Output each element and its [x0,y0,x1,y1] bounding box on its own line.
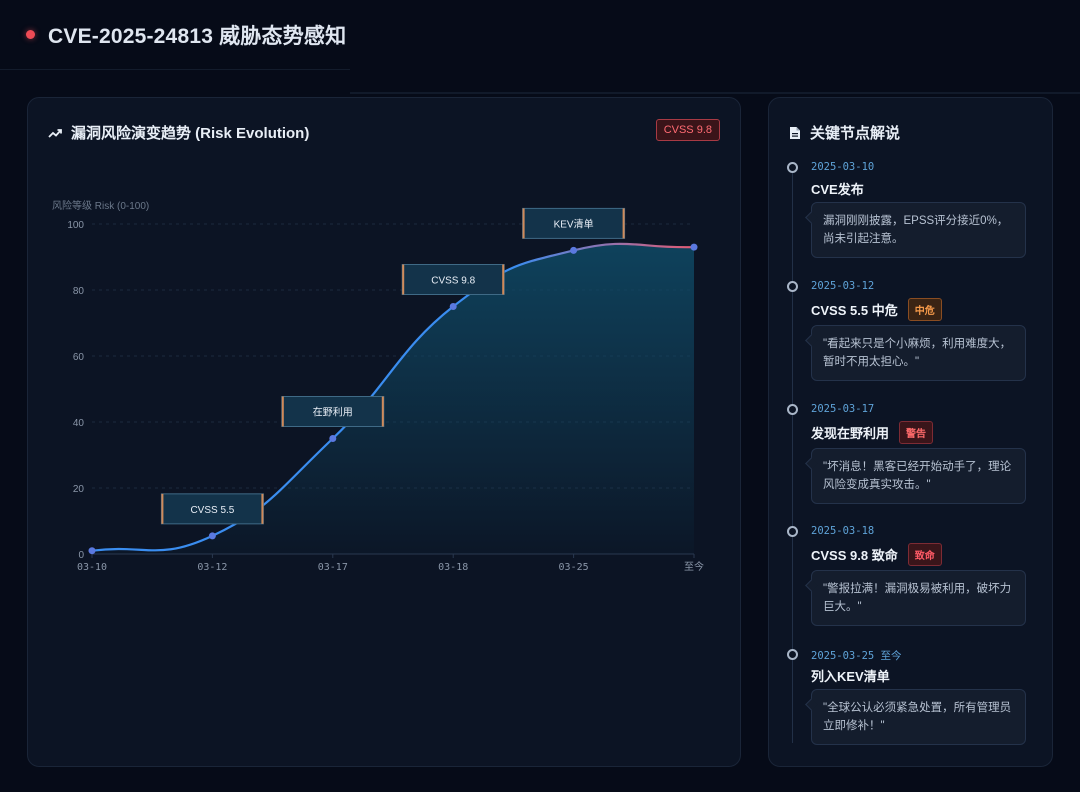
y-tick-label: 100 [67,220,84,231]
timeline-dot-icon [787,526,798,537]
x-tick-label: 03-12 [197,562,227,573]
timeline-title-text: CVE发布 [811,182,864,197]
severity-badge: 致命 [907,543,942,566]
y-tick-label: 60 [73,352,85,363]
annotation-accent-left [161,493,164,524]
annotation-accent-left [522,208,525,239]
annotation-accent-left [281,396,284,427]
page-header: CVE-2025-24813 威胁态势感知 [0,0,350,70]
x-tick-label: 03-18 [438,562,468,573]
annotation-label: CVSS 9.8 [431,276,475,287]
document-icon [790,126,800,139]
data-point [690,243,698,251]
y-tick-label: 0 [78,550,84,561]
chart-annotation: CVSS 5.5 [160,493,264,525]
timeline-title: 列入KEV清单 [811,666,890,685]
x-tick-label: 至今 [684,560,704,573]
timeline-quote: "全球公认必须紧急处置，所有管理员立即修补！" [811,689,1026,745]
timeline-title-text: 发现在野利用 [811,426,890,441]
x-tick-label: 03-17 [318,562,348,573]
page-title: CVE-2025-24813 威胁态势感知 [48,24,347,48]
x-tick-label: 03-25 [559,562,589,573]
timeline-dot-icon [787,404,798,415]
data-point [449,303,457,310]
annotation-accent-right [261,493,264,524]
data-point [208,532,216,540]
timeline-panel: 关键节点解说 2025-03-10 CVE发布漏洞刚刚披露，EPSS评分接近0%，… [768,97,1053,767]
timeline-panel-title: 关键节点解说 [789,122,900,143]
severity-badge: 中危 [907,298,942,321]
timeline-date: 2025-03-10 [811,161,875,173]
timeline-title: CVSS 9.8 致命 致命 [811,543,942,566]
timeline-date: 2025-03-12 [811,280,875,292]
annotation-box [522,207,626,239]
cvss-badge: CVSS 9.8 [655,119,720,141]
data-point [329,435,337,442]
trending-up-icon [48,128,62,138]
severity-badge: 警告 [899,421,934,444]
y-tick-label: 20 [73,484,85,495]
annotation-accent-right [381,396,384,427]
y-tick-label: 40 [73,418,85,429]
annotation-box [281,396,385,427]
risk-line-chart: 0 20 40 60 80 100 风险等级 Risk (0-100) 03-10 03-12 0… [52,199,704,573]
chart-annotation: 在野利用 [281,396,385,427]
risk-line [91,242,695,552]
y-tick-label: 80 [73,286,85,297]
annotation-label: CVSS 5.5 [190,505,234,516]
chart-annotation: CVSS 9.8 [401,264,505,295]
timeline-title-text: 关键节点解说 [810,125,901,142]
annotation-accent-right [622,208,625,239]
timeline-dot-icon [787,162,798,173]
risk-chart-panel: 0 20 40 60 80 100 风险等级 Risk (0-100) 03-10 03-12 0… [27,97,741,767]
timeline-quote: 漏洞刚刚披露，EPSS评分接近0%，尚未引起注意。 [811,202,1026,258]
timeline-quote: "警报拉满！漏洞极易被利用，破坏力巨大。" [811,570,1026,626]
y-axis-label: 风险等级 Risk (0-100) [52,199,149,212]
timeline-line [792,173,793,743]
timeline-quote: "坏消息！黑客已经开始动手了，理论风险变成真实攻击。" [811,448,1026,504]
data-point [88,547,96,555]
timeline-date: 2025-03-18 [811,525,875,537]
timeline-dot-icon [787,281,798,292]
timeline-title-text: CVSS 5.5 中危 [811,303,898,318]
risk-area [92,243,694,555]
x-tick-label: 03-10 [77,562,107,573]
timeline-title: CVSS 5.5 中危 中危 [811,298,942,321]
timeline-dot-icon [787,649,798,660]
status-dot-icon [26,30,35,39]
chart-panel-title: 漏洞风险演变趋势 (Risk Evolution) [48,122,309,143]
timeline-title-text: 列入KEV清单 [811,669,890,684]
timeline-title: 发现在野利用 警告 [811,421,934,444]
chart-annotation: KEV清单 [522,207,626,239]
timeline-date: 2025-03-25 至今 [811,650,902,662]
header-divider [350,92,1080,94]
data-point [570,246,578,254]
timeline-title: CVE发布 [811,179,864,198]
chart-title-text: 漏洞风险演变趋势 (Risk Evolution) [71,125,310,142]
annotation-accent-right [502,264,505,295]
annotation-accent-left [402,264,405,295]
annotation-label: 在野利用 [313,407,353,419]
timeline-date: 2025-03-17 [811,403,875,415]
annotation-label: KEV清单 [554,217,594,230]
timeline-quote: "看起来只是个小麻烦，利用难度大，暂时不用太担心。" [811,325,1026,381]
timeline-title-text: CVSS 9.8 致命 [811,548,898,563]
